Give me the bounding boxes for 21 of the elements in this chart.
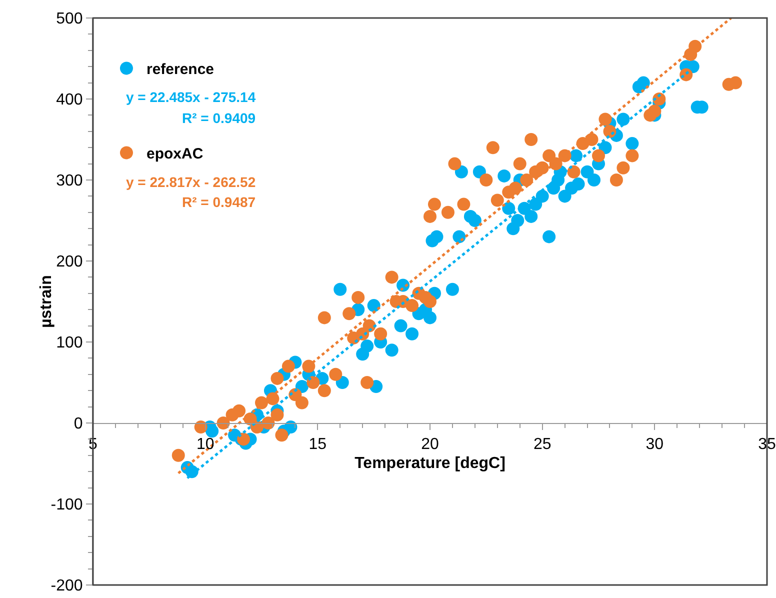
legend-label: reference bbox=[146, 61, 214, 78]
annotation: R² = 0.9409 bbox=[182, 110, 256, 126]
y-tick-label: 0 bbox=[74, 416, 83, 433]
y-tick-label: 300 bbox=[56, 172, 83, 190]
y-tick-label: 200 bbox=[56, 254, 83, 271]
x-tick-label: 15 bbox=[308, 436, 327, 454]
annotation: R² = 0.9487 bbox=[182, 194, 256, 210]
x-axis-title: Temperature [degC] bbox=[354, 454, 506, 472]
y-tick-label: -200 bbox=[50, 578, 83, 595]
y-tick-label: 400 bbox=[56, 92, 83, 109]
y-tick-label: -100 bbox=[50, 496, 83, 514]
x-tick-label: 20 bbox=[421, 436, 439, 454]
annotation: y = 22.817x - 262.52 bbox=[126, 174, 256, 190]
x-tick-label: 10 bbox=[196, 436, 214, 454]
y-tick-label: 500 bbox=[56, 10, 83, 28]
y-axis-title: µstrain bbox=[38, 275, 55, 328]
x-tick-label: 30 bbox=[646, 436, 664, 454]
x-tick-label: 25 bbox=[533, 436, 552, 454]
annotation: y = 22.485x - 275.14 bbox=[126, 89, 256, 105]
y-tick-label: 100 bbox=[56, 334, 83, 352]
legend-label: epoxAC bbox=[146, 146, 204, 163]
